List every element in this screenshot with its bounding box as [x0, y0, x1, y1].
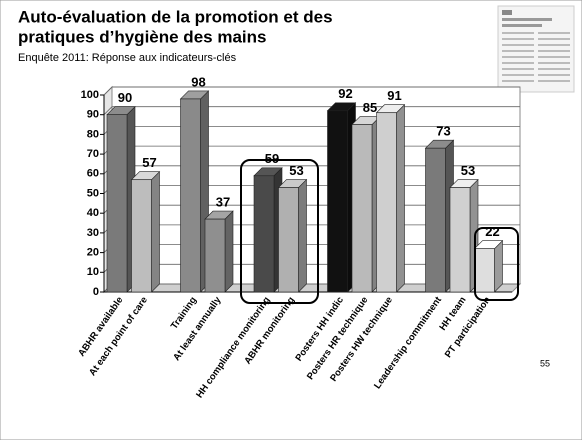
bar [351, 115, 381, 293]
value-label: 98 [191, 74, 205, 89]
y-tick-label: 80 [87, 128, 99, 140]
bar [253, 167, 283, 293]
y-tick-label: 10 [87, 266, 99, 278]
bar [130, 170, 161, 293]
bar-front [180, 98, 201, 293]
highlight-box [474, 227, 519, 301]
value-label: 59 [265, 151, 279, 166]
bar-front [204, 218, 226, 293]
bar-front [351, 124, 373, 293]
bar [473, 239, 504, 293]
thumbnail [497, 5, 575, 93]
subtitle: Enquête 2011: Réponse aux indicateurs-cl… [18, 52, 237, 64]
bar [375, 104, 406, 293]
value-label: 22 [485, 224, 499, 239]
title-line: pratiques d’hygiène des mains [18, 27, 266, 46]
bar [326, 102, 357, 293]
value-label: 85 [363, 100, 377, 115]
value-label: 37 [216, 195, 230, 210]
y-tick-label: 70 [87, 148, 99, 160]
bar [449, 178, 479, 293]
bar-front [327, 110, 348, 293]
bar [204, 210, 234, 293]
bar-side [224, 210, 234, 293]
value-label: 57 [142, 155, 156, 170]
y-tick-label: 40 [87, 207, 99, 219]
bar [424, 139, 455, 293]
value-label: 73 [436, 124, 450, 139]
value-label: 91 [387, 88, 401, 103]
y-tick-label: 60 [87, 168, 99, 180]
bar-front [253, 175, 275, 293]
grid-line [103, 86, 520, 96]
bar [106, 105, 136, 293]
bar [277, 178, 308, 293]
y-tick-label: 30 [87, 227, 99, 239]
bar-front [106, 114, 128, 293]
bar-front [278, 187, 299, 293]
y-tick-label: 50 [87, 187, 99, 199]
title-line: Auto-évaluation de la promotion et des [18, 7, 333, 26]
bar-front [425, 147, 446, 293]
bar-front [131, 179, 152, 293]
bar-front [376, 112, 397, 293]
y-tick-label: 0 [93, 286, 99, 298]
bar-side [396, 104, 405, 293]
value-label: 92 [338, 86, 352, 101]
value-label: 53 [461, 163, 475, 178]
page-number: 55 [540, 358, 550, 368]
bar-side [151, 170, 160, 293]
y-tick-label: 90 [87, 109, 99, 121]
bar-front [449, 187, 471, 293]
bar-side [298, 178, 307, 293]
y-tick-label: 20 [87, 247, 99, 259]
bar [179, 90, 210, 293]
value-label: 53 [289, 163, 303, 178]
value-label: 90 [118, 90, 132, 105]
y-tick-label: 100 [81, 89, 99, 101]
bar-side [494, 239, 503, 293]
bar-front [474, 248, 495, 293]
highlight-box [240, 159, 319, 304]
